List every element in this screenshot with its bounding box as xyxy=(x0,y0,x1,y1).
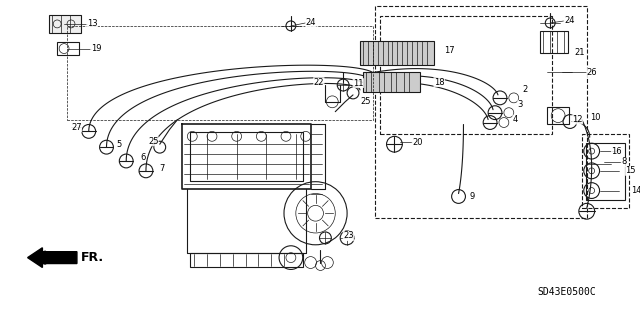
Bar xyxy=(374,6,587,218)
Text: 5: 5 xyxy=(116,140,122,149)
Text: 18: 18 xyxy=(434,78,445,86)
Text: 19: 19 xyxy=(91,44,101,53)
Bar xyxy=(582,134,629,208)
Text: 16: 16 xyxy=(611,147,622,156)
Text: 8: 8 xyxy=(621,158,627,167)
Text: 13: 13 xyxy=(87,19,97,28)
Text: 24: 24 xyxy=(564,17,575,26)
Bar xyxy=(49,15,81,33)
Text: SD43E0500C: SD43E0500C xyxy=(538,287,596,297)
Bar xyxy=(67,26,372,120)
Text: 23: 23 xyxy=(343,231,354,241)
Text: 21: 21 xyxy=(574,48,584,57)
Text: 9: 9 xyxy=(469,192,475,201)
Text: 25: 25 xyxy=(360,97,371,106)
Bar xyxy=(540,31,568,53)
Text: FR.: FR. xyxy=(81,251,104,264)
Bar xyxy=(547,107,569,124)
FancyArrow shape xyxy=(28,248,77,267)
Text: 17: 17 xyxy=(444,46,454,55)
Text: 3: 3 xyxy=(518,100,523,109)
Bar xyxy=(57,42,79,56)
Text: 2: 2 xyxy=(523,85,528,94)
Bar xyxy=(380,16,552,134)
Text: 15: 15 xyxy=(625,166,636,175)
Text: 11: 11 xyxy=(353,78,364,88)
Text: 26: 26 xyxy=(587,68,597,77)
Bar xyxy=(360,41,434,65)
Text: 25: 25 xyxy=(148,137,159,146)
Bar xyxy=(586,143,625,200)
Text: 4: 4 xyxy=(513,115,518,124)
Text: 14: 14 xyxy=(631,186,640,195)
Bar xyxy=(363,72,420,92)
Bar xyxy=(190,253,303,267)
Text: 22: 22 xyxy=(314,78,324,86)
Text: 27: 27 xyxy=(71,123,82,132)
Text: 1: 1 xyxy=(347,231,353,241)
Text: 10: 10 xyxy=(589,113,600,122)
Text: 12: 12 xyxy=(572,115,582,124)
Text: 24: 24 xyxy=(306,19,316,27)
Text: 20: 20 xyxy=(412,138,422,147)
Text: 6: 6 xyxy=(140,152,145,161)
Text: 7: 7 xyxy=(160,164,165,173)
